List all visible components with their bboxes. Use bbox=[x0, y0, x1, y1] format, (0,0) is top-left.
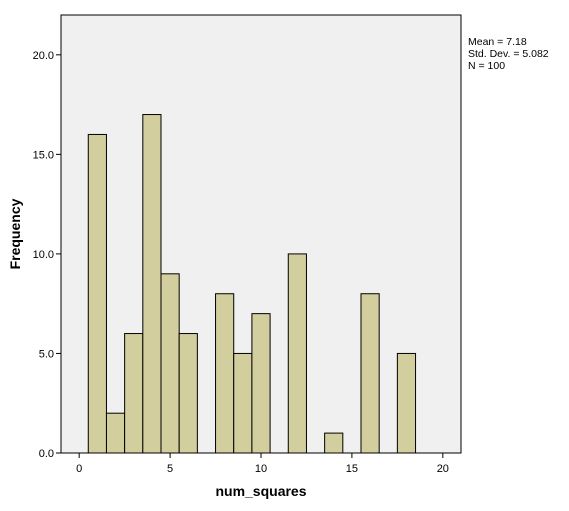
stats-box: Mean = 7.18 Std. Dev. = 5.082 N = 100 bbox=[468, 36, 549, 72]
x-tick-label: 5 bbox=[167, 463, 173, 475]
histogram-bar bbox=[396, 352, 417, 454]
bars-group bbox=[87, 114, 417, 454]
y-axis-title: Frequency bbox=[7, 198, 23, 269]
y-tick-label: 5.0 bbox=[39, 348, 54, 360]
y-tick-label: 20.0 bbox=[33, 50, 54, 62]
histogram-bar bbox=[233, 352, 253, 454]
x-axis-title: num_squares bbox=[215, 483, 306, 499]
x-axis: 0 5 10 15 20 bbox=[76, 453, 449, 475]
histogram-bar bbox=[215, 293, 235, 454]
y-tick-label: 10.0 bbox=[33, 249, 54, 261]
y-axis: 0.0 5.0 10.0 15.0 20.0 bbox=[33, 50, 61, 460]
histogram-bar bbox=[178, 333, 198, 454]
stats-mean: Mean = 7.18 bbox=[468, 36, 527, 48]
histogram-bar bbox=[251, 313, 271, 454]
y-tick-label: 0.0 bbox=[39, 448, 54, 460]
histogram-bar bbox=[142, 114, 162, 454]
x-tick-label: 20 bbox=[437, 463, 449, 475]
histogram-bar bbox=[124, 333, 144, 454]
histogram-bar bbox=[360, 293, 380, 454]
histogram-bar bbox=[324, 432, 344, 454]
y-tick-label: 15.0 bbox=[33, 149, 54, 161]
x-tick-label: 0 bbox=[76, 463, 82, 475]
histogram-bar bbox=[287, 253, 307, 454]
x-tick-label: 15 bbox=[346, 463, 358, 475]
histogram-bar bbox=[105, 412, 126, 454]
histogram-bar bbox=[160, 273, 180, 454]
histogram-bar bbox=[87, 133, 107, 454]
stats-n: N = 100 bbox=[468, 60, 505, 72]
stats-std-dev: Std. Dev. = 5.082 bbox=[468, 48, 549, 60]
x-tick-label: 10 bbox=[255, 463, 267, 475]
